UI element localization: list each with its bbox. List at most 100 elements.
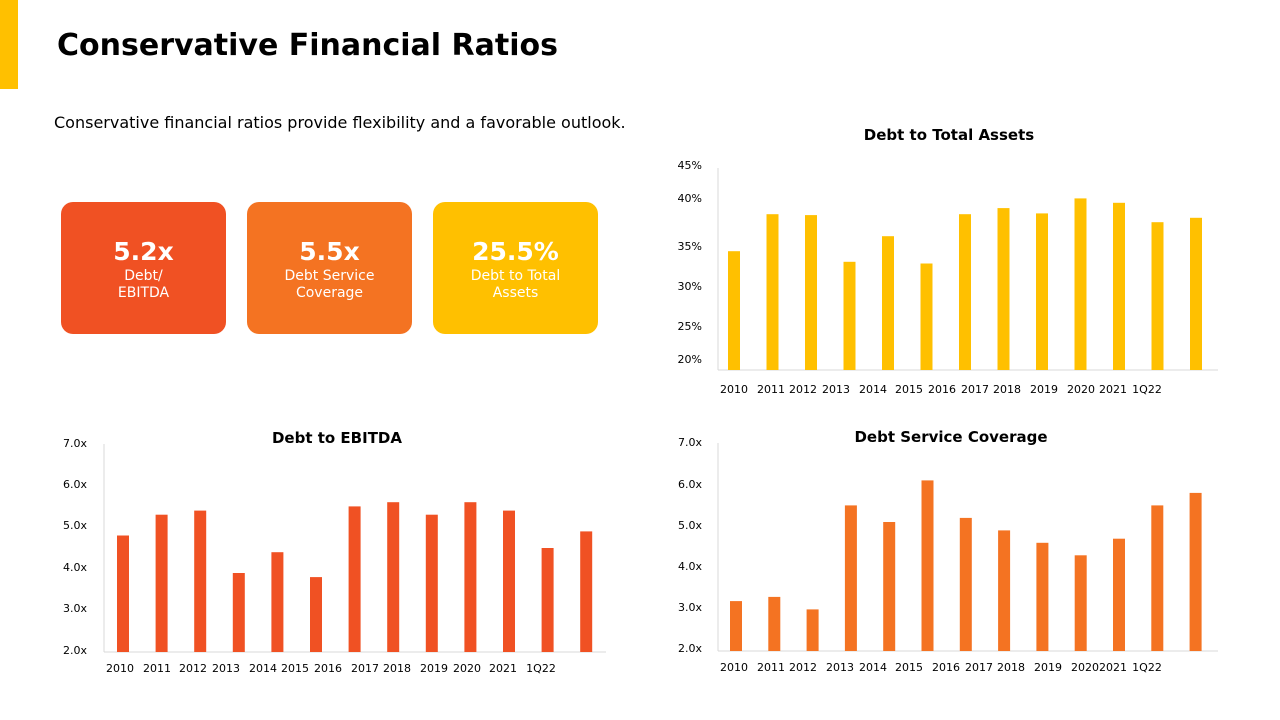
bar-series	[728, 198, 1202, 370]
bar-2018	[1036, 213, 1048, 370]
x-tick-label: 2015	[895, 383, 923, 396]
y-tick-label: 30%	[678, 280, 702, 293]
bar-2010	[728, 251, 740, 370]
y-tick-label: 2.0x	[678, 642, 702, 655]
chart-debt-service-coverage: Debt Service Coverage 7.0x 6.0x 5.0x 4.0…	[678, 428, 1218, 674]
x-axis: 2010 2011 2012 2013 2014 2015 2016 2017 …	[720, 661, 1162, 674]
bar-2013	[844, 505, 857, 651]
x-tick-label: 2016	[932, 661, 960, 674]
bar-2015	[921, 480, 934, 651]
x-tick-label: 2011	[143, 662, 171, 675]
bar-2013	[843, 261, 856, 370]
bar-2017	[387, 502, 400, 652]
x-tick-label: 1Q22	[1132, 661, 1162, 674]
y-axis: 45% 40% 35% 30% 25% 20%	[678, 159, 702, 366]
bar-2017	[997, 208, 1010, 370]
x-tick-label: 2013	[212, 662, 240, 675]
bar-series	[117, 502, 593, 652]
bar-2011	[768, 596, 781, 651]
y-tick-label: 3.0x	[678, 601, 702, 614]
kpi-value: 5.5x	[299, 237, 360, 266]
bar-1q22	[1190, 217, 1202, 370]
y-tick-label: 5.0x	[678, 519, 702, 532]
bar-2018	[1036, 542, 1049, 651]
y-tick-label: 6.0x	[678, 478, 702, 491]
x-tick-label: 2019	[1034, 661, 1062, 674]
kpi-value: 25.5%	[472, 237, 559, 266]
x-tick-label: 2019	[420, 662, 448, 675]
x-tick-label: 2021	[1099, 661, 1127, 674]
x-tick-label: 2015	[281, 662, 309, 675]
x-tick-label: 2017	[351, 662, 379, 675]
bar-2014	[271, 552, 284, 652]
x-tick-label: 2013	[822, 383, 850, 396]
x-tick-label: 2010	[720, 661, 748, 674]
x-tick-label: 2011	[757, 383, 785, 396]
bar-2021	[541, 548, 554, 652]
bar-2016	[959, 214, 971, 370]
kpi-label: Debt to Total Assets	[470, 268, 561, 301]
x-tick-label: 2019	[1030, 383, 1058, 396]
kpi-card-debt-total-assets: 25.5% Debt to Total Assets	[433, 202, 598, 334]
bar-2011	[155, 514, 168, 652]
bar-2015	[920, 263, 933, 370]
bar-2011	[766, 214, 779, 370]
bar-2019	[1074, 198, 1087, 370]
x-tick-label: 2014	[859, 383, 887, 396]
bar-2019	[464, 502, 477, 652]
x-tick-label: 2020	[1067, 383, 1095, 396]
kpi-card-debt-ebitda: 5.2x Debt/ EBITDA	[61, 202, 226, 334]
x-tick-label: 2010	[720, 383, 748, 396]
bar-series	[730, 480, 1202, 651]
x-tick-label: 2017	[965, 661, 993, 674]
bar-2016	[959, 517, 972, 651]
y-tick-label: 40%	[678, 192, 702, 205]
chart-title: Debt Service Coverage	[854, 428, 1047, 446]
bar-1q22	[580, 531, 593, 652]
bar-2013	[232, 573, 245, 652]
x-tick-label: 2017	[961, 383, 989, 396]
x-tick-label: 2018	[997, 661, 1025, 674]
y-axis: 7.0x 6.0x 5.0x 4.0x 3.0x 2.0x	[63, 437, 87, 657]
x-tick-label: 2014	[249, 662, 277, 675]
y-tick-label: 35%	[678, 240, 702, 253]
bar-2018	[425, 514, 438, 652]
y-tick-label: 3.0x	[63, 602, 87, 615]
bar-2020	[503, 510, 515, 652]
y-tick-label: 4.0x	[63, 561, 87, 574]
bar-2017	[998, 530, 1011, 651]
bar-2010	[730, 601, 742, 651]
bar-2019	[1074, 555, 1087, 651]
x-tick-label: 2018	[993, 383, 1021, 396]
y-tick-label: 7.0x	[63, 437, 87, 450]
x-tick-label: 2015	[895, 661, 923, 674]
x-tick-label: 2021	[489, 662, 517, 675]
bar-2010	[117, 535, 129, 652]
x-axis: 2010 2011 2012 2013 2014 2015 2016 2017 …	[106, 662, 556, 675]
chart-debt-to-total-assets: Debt to Total Assets 45% 40% 35% 30% 25%…	[678, 126, 1218, 396]
bar-2020	[1113, 202, 1125, 370]
y-tick-label: 2.0x	[63, 644, 87, 657]
bar-2021	[1151, 505, 1164, 651]
page-title: Conservative Financial Ratios	[57, 28, 558, 63]
x-tick-label: 2014	[859, 661, 887, 674]
chart-debt-to-ebitda: Debt to EBITDA 7.0x 6.0x 5.0x 4.0x 3.0x …	[63, 429, 606, 675]
bar-2012	[805, 215, 817, 370]
x-tick-label: 2018	[383, 662, 411, 675]
bar-2012	[806, 609, 819, 651]
kpi-card-debt-service-coverage: 5.5x Debt Service Coverage	[247, 202, 412, 334]
x-tick-label: 2010	[106, 662, 134, 675]
bar-2016	[348, 506, 361, 652]
page-subtitle: Conservative financial ratios provide fl…	[54, 113, 626, 132]
x-tick-label: 1Q22	[1132, 383, 1162, 396]
x-tick-label: 2016	[314, 662, 342, 675]
bar-2021	[1151, 222, 1164, 370]
y-tick-label: 6.0x	[63, 478, 87, 491]
x-tick-label: 2012	[789, 661, 817, 674]
x-tick-label: 2020	[453, 662, 481, 675]
x-tick-label: 2012	[789, 383, 817, 396]
y-axis: 7.0x 6.0x 5.0x 4.0x 3.0x 2.0x	[678, 436, 702, 655]
x-tick-label: 2012	[179, 662, 207, 675]
x-tick-label: 1Q22	[526, 662, 556, 675]
x-tick-label: 2016	[928, 383, 956, 396]
